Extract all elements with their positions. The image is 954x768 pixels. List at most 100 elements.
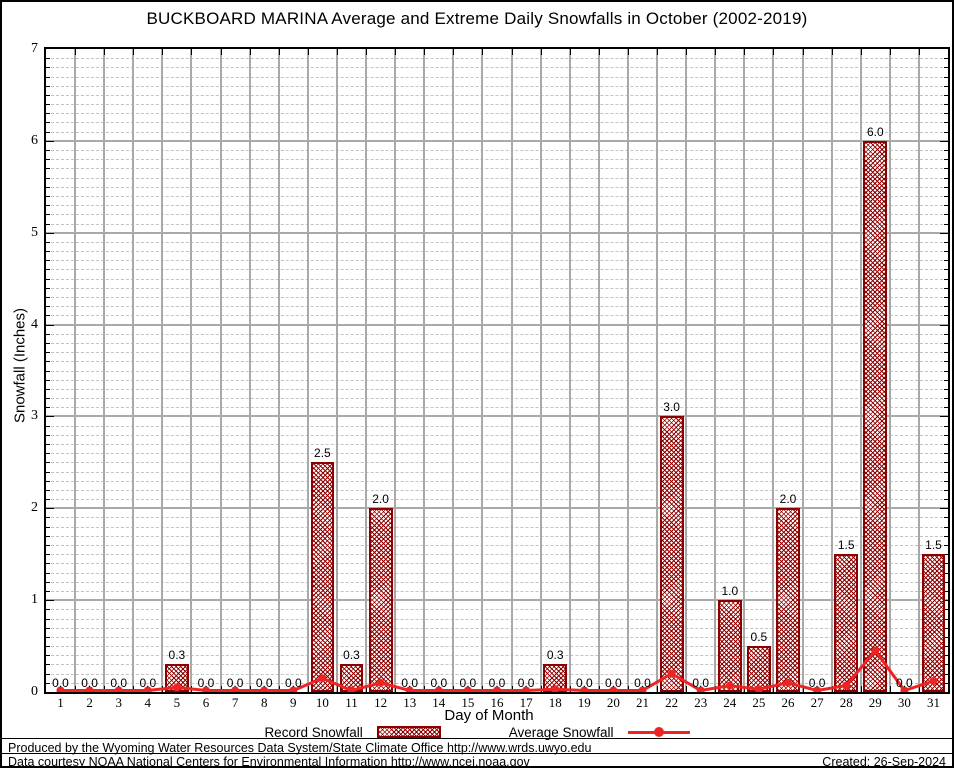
y-major-tick — [46, 600, 54, 602]
y-minor-tick — [944, 434, 948, 436]
v-gridline — [772, 49, 775, 692]
h-gridline-minor — [46, 554, 948, 556]
bar-value-label: 0.0 — [808, 676, 826, 690]
x-tick-label: 20 — [606, 695, 620, 710]
y-minor-tick — [944, 333, 948, 335]
average-snowfall-marker-icon — [85, 686, 94, 692]
y-minor-tick — [944, 581, 948, 583]
y-minor-tick — [46, 563, 50, 565]
y-minor-tick — [944, 379, 948, 381]
y-minor-tick — [944, 627, 948, 629]
y-tick-label: 1 — [31, 592, 38, 608]
y-minor-tick — [46, 104, 50, 106]
y-minor-tick — [944, 297, 948, 298]
y-minor-tick — [944, 241, 948, 243]
y-minor-tick — [46, 517, 50, 519]
y-minor-tick — [46, 76, 50, 78]
h-gridline-minor — [46, 609, 948, 611]
bar-value-label: 0.0 — [896, 676, 913, 690]
x-tick-label: 24 — [723, 695, 737, 710]
v-gridline — [365, 49, 368, 692]
average-snowfall-marker-icon — [143, 686, 152, 692]
v-gridline — [423, 49, 426, 692]
y-minor-tick — [944, 398, 948, 400]
average-snowfall-marker-icon — [376, 678, 385, 687]
bar-value-label: 0.0 — [401, 676, 419, 690]
y-minor-tick — [944, 315, 948, 317]
y-minor-tick — [944, 443, 948, 445]
bar-value-label: 0.0 — [517, 676, 535, 690]
y-minor-tick — [944, 214, 948, 216]
h-gridline-minor — [46, 572, 948, 574]
y-minor-tick — [46, 278, 50, 280]
y-minor-tick — [46, 664, 50, 666]
average-snowfall-marker-icon — [871, 646, 880, 655]
average-snowfall-marker-icon — [580, 686, 589, 692]
average-snowfall-marker-icon — [202, 686, 210, 692]
legend: Record Snowfall Average Snowfall — [2, 724, 952, 740]
average-snowfall-marker-icon — [754, 685, 763, 692]
v-gridline — [481, 49, 484, 692]
bar-value-label: 0.3 — [546, 648, 564, 663]
h-gridline-minor — [46, 214, 948, 216]
bar-value-label: 3.0 — [663, 400, 680, 415]
y-minor-tick — [46, 269, 50, 271]
average-snowfall-marker-icon — [551, 685, 560, 692]
x-boundary-tick — [598, 49, 600, 55]
footer-divider-top — [2, 738, 952, 739]
y-minor-tick — [46, 94, 50, 96]
bar-value-label: 0.0 — [52, 676, 69, 690]
h-gridline-minor — [46, 76, 948, 78]
h-gridline-minor — [46, 581, 948, 583]
h-gridline-major — [46, 507, 948, 510]
y-minor-tick — [46, 471, 50, 473]
y-minor-tick — [944, 370, 948, 372]
x-tick-label: 11 — [345, 695, 358, 710]
v-gridline — [714, 49, 717, 692]
average-snowfall-marker-icon — [172, 683, 181, 692]
v-gridline — [539, 49, 542, 692]
x-tick-label: 9 — [290, 695, 297, 710]
average-snowfall-marker-icon — [522, 686, 531, 692]
v-gridline — [277, 49, 280, 692]
y-minor-tick — [46, 535, 50, 537]
h-gridline-minor — [46, 499, 948, 501]
h-gridline-minor — [46, 113, 948, 115]
y-minor-tick — [944, 67, 948, 69]
y-minor-tick — [944, 85, 948, 87]
h-gridline-minor — [46, 407, 948, 409]
v-gridline — [626, 49, 629, 692]
average-line-sample-marker-icon — [653, 727, 664, 737]
average-snowfall-marker-icon — [667, 669, 676, 678]
x-boundary-tick — [366, 49, 368, 55]
x-tick-label: 13 — [403, 695, 417, 710]
x-boundary-tick — [133, 49, 135, 55]
y-minor-tick — [46, 131, 50, 133]
h-gridline-minor — [46, 122, 948, 124]
v-gridline — [306, 49, 309, 692]
y-minor-tick — [944, 590, 948, 592]
h-gridline-minor — [46, 636, 948, 638]
h-gridline-minor — [46, 94, 948, 96]
y-minor-tick — [46, 434, 50, 436]
y-minor-tick — [46, 333, 50, 335]
h-gridline-minor — [46, 168, 948, 170]
y-minor-tick — [46, 581, 50, 583]
y-minor-tick — [944, 195, 948, 197]
h-gridline-minor — [46, 241, 948, 243]
h-gridline-minor — [46, 489, 948, 491]
x-boundary-tick — [627, 49, 629, 55]
x-tick-label: 12 — [374, 695, 388, 710]
record-snowfall-bar — [776, 508, 800, 692]
record-snowfall-bar — [368, 508, 393, 692]
y-minor-tick — [944, 76, 948, 78]
h-gridline-minor — [46, 471, 948, 473]
y-minor-tick — [46, 499, 50, 501]
x-tick-label: 25 — [752, 695, 766, 710]
record-snowfall-bar — [863, 140, 888, 692]
y-minor-tick — [944, 480, 948, 482]
y-minor-tick — [46, 388, 50, 390]
h-gridline-minor — [46, 269, 948, 271]
y-minor-tick — [944, 361, 948, 363]
x-tick-label: 17 — [519, 695, 533, 710]
